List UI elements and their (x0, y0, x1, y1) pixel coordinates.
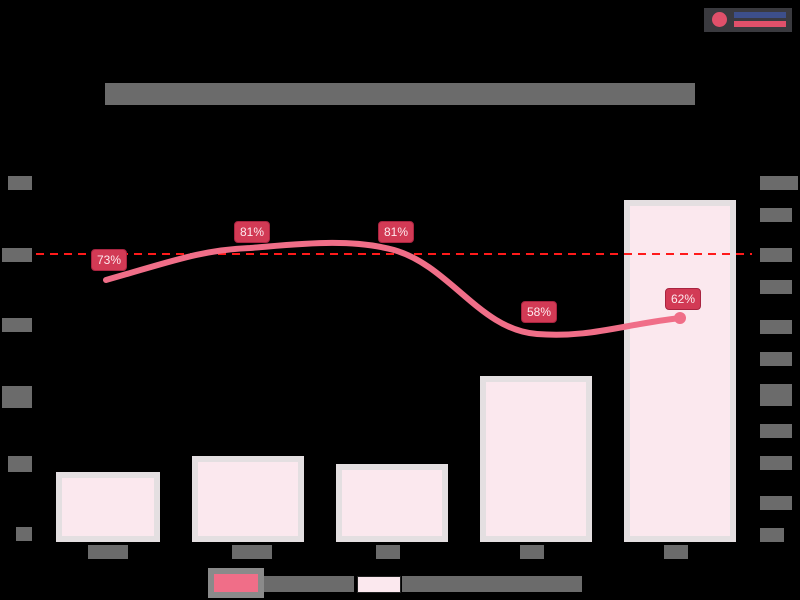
right-axis-label: (obscured) (760, 208, 792, 222)
left-axis-label: (obscured) (2, 386, 32, 408)
right-axis-label: (obscured) (760, 352, 792, 366)
data-label: 81% (378, 221, 415, 243)
left-axis-label: (obscured) (8, 176, 32, 190)
x-axis-label: (obscured 2) (232, 545, 272, 559)
right-axis-label: (obscured) (760, 176, 798, 190)
data-label: 58% (521, 301, 558, 323)
x-axis-label: (obscured 4) (520, 545, 544, 559)
right-axis-label: (obscured) (760, 280, 792, 294)
bar-4 (480, 376, 592, 542)
x-axis-label: (obscured 3) (376, 545, 400, 559)
brand-logo (704, 8, 792, 32)
logo-icon (712, 12, 727, 27)
bar-5 (624, 200, 736, 542)
left-axis-label: (obscured) (2, 318, 32, 332)
legend-line-label: (obscured line label) (264, 576, 354, 592)
legend-line-swatch (214, 574, 258, 592)
right-axis-label: (obscured) (760, 496, 792, 510)
logo-text-top (734, 12, 786, 18)
x-axis-label: (obscured 1) (88, 545, 128, 559)
left-axis-label: (obscured) (16, 527, 32, 541)
right-axis-label: (obscured) (760, 248, 792, 262)
bar-2 (192, 456, 304, 542)
data-label: 81% (234, 221, 271, 243)
chart-title: Chart title (obscured) (105, 83, 695, 105)
legend-bar-label: (obscured bar label) (402, 576, 582, 592)
data-label: 73% (91, 249, 128, 271)
left-axis-label: (obscured) (2, 248, 32, 262)
legend-bar-swatch (357, 576, 401, 593)
right-axis-label: (obscured) (760, 320, 792, 334)
left-axis-label: (obscured) (8, 456, 32, 472)
right-axis-label: (obscured) (760, 456, 792, 470)
bar-3 (336, 464, 448, 542)
data-label: 62% (665, 288, 702, 310)
x-axis-label: (obscured 5) (664, 545, 688, 559)
legend-line-swatch-bg (208, 568, 264, 598)
bar-1 (56, 472, 160, 542)
right-axis-label: (obscured) (760, 424, 792, 438)
right-axis-label: (obscured) (760, 528, 784, 542)
logo-text-bottom (734, 21, 786, 27)
right-axis-label: (obscured) (760, 384, 792, 406)
